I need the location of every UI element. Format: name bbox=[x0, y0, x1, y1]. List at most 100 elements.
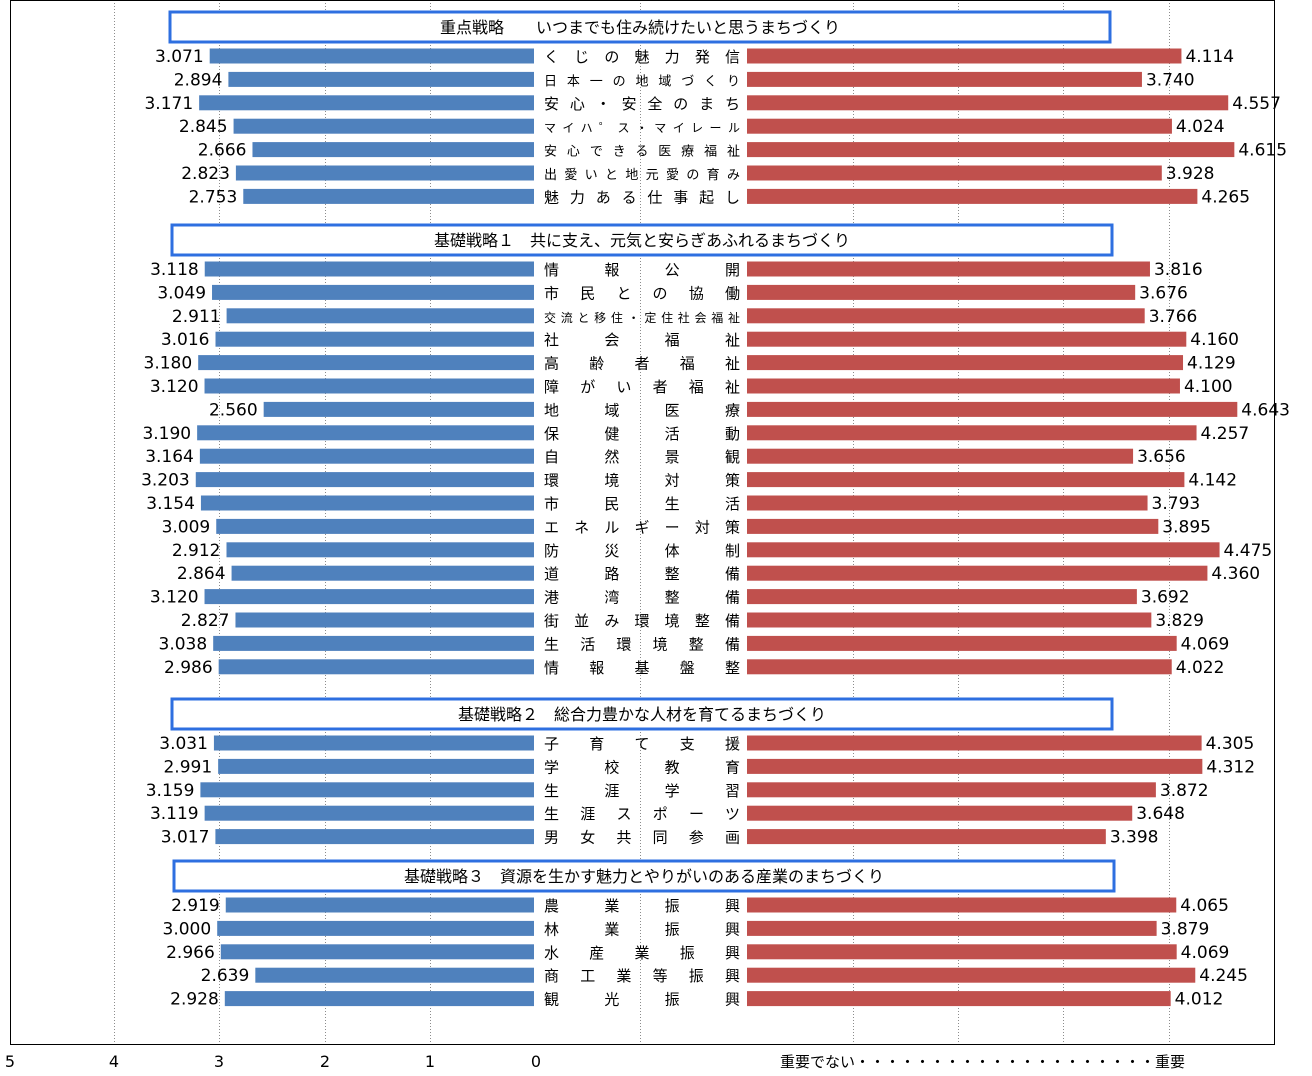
bar-left bbox=[233, 118, 534, 134]
bar-right bbox=[747, 378, 1180, 394]
data-label-left: 2.894 bbox=[174, 70, 223, 90]
bar-left bbox=[231, 565, 535, 581]
data-label-right: 4.160 bbox=[1190, 330, 1239, 350]
axis-tick-label: 1 bbox=[425, 1052, 435, 1071]
bar-left bbox=[218, 659, 534, 675]
category-label: くじの魅力発信 bbox=[544, 48, 740, 66]
category-label: 安心・安全のまち bbox=[544, 95, 740, 113]
data-label-right: 3.398 bbox=[1110, 828, 1159, 848]
bar-left bbox=[199, 448, 535, 464]
section-title: 重点戦略 いつまでも住み続けたいと思うまちづくり bbox=[440, 18, 840, 37]
axis-tick-label: 2 bbox=[320, 1052, 330, 1071]
bar-right bbox=[747, 805, 1133, 821]
bar-right bbox=[747, 284, 1136, 300]
category-label: 街並み環境整備 bbox=[544, 612, 740, 630]
bar-left bbox=[195, 472, 535, 488]
category-label: 学校教育 bbox=[544, 758, 740, 776]
bar-left bbox=[204, 378, 534, 394]
bar-right bbox=[747, 401, 1238, 417]
data-label-right: 4.022 bbox=[1176, 658, 1225, 678]
data-label-left: 3.171 bbox=[144, 94, 193, 114]
category-label: 市民との協働 bbox=[544, 284, 740, 302]
data-label-left: 3.031 bbox=[159, 734, 208, 754]
data-label-left: 3.120 bbox=[150, 377, 199, 397]
bar-right bbox=[747, 829, 1106, 845]
data-label-left: 3.118 bbox=[150, 260, 199, 280]
bar-right bbox=[747, 518, 1159, 534]
data-label-right: 4.024 bbox=[1176, 117, 1225, 137]
axis-ticks: 5 4 3 2 1 0 重要でない・・・・・・・・・・・・・・・・・・・・重要 bbox=[5, 1052, 1185, 1071]
data-label-right: 4.114 bbox=[1185, 47, 1234, 67]
category-label: 出愛いと地元愛の育み bbox=[544, 167, 740, 183]
axis-tick-label: 5 bbox=[5, 1052, 15, 1071]
data-label-left: 3.038 bbox=[159, 634, 208, 654]
category-label: 林業振興 bbox=[544, 920, 740, 938]
right-axis-note: 重要でない・・・・・・・・・・・・・・・・・・・・重要 bbox=[780, 1053, 1185, 1071]
section-header-box bbox=[168, 10, 1112, 44]
bar-right bbox=[747, 472, 1185, 488]
data-label-left: 2.639 bbox=[201, 966, 250, 986]
data-label-right: 4.475 bbox=[1224, 541, 1273, 561]
bar-right bbox=[747, 782, 1156, 798]
bar-left bbox=[200, 495, 534, 511]
axis-tick-label: 4 bbox=[109, 1052, 119, 1071]
data-label-right: 4.360 bbox=[1211, 564, 1260, 584]
data-label-left: 2.864 bbox=[177, 564, 226, 584]
section-title: 基礎戦略２ 総合力豊かな人材を育てるまちづくり bbox=[458, 705, 826, 724]
bar-right bbox=[747, 142, 1235, 158]
data-label-right: 3.740 bbox=[1146, 70, 1195, 90]
data-label-right: 4.142 bbox=[1188, 471, 1237, 491]
category-label: マイハ゜ス・マイレール bbox=[544, 121, 740, 135]
bar-left bbox=[209, 48, 534, 64]
category-label: 農業振興 bbox=[544, 897, 740, 915]
category-label: 水産業振興 bbox=[544, 944, 740, 962]
data-label-left: 3.009 bbox=[162, 517, 211, 537]
category-label: 環境対策 bbox=[544, 472, 740, 490]
data-label-left: 3.119 bbox=[150, 804, 199, 824]
data-label-left: 3.017 bbox=[161, 828, 210, 848]
bar-right bbox=[747, 308, 1145, 324]
section-title: 基礎戦略３ 資源を生かす魅力とやりがいのある産業のまちづくり bbox=[404, 867, 884, 886]
data-label-right: 4.129 bbox=[1187, 354, 1236, 374]
section-header-box bbox=[170, 223, 1114, 257]
data-label-right: 4.012 bbox=[1175, 990, 1224, 1010]
category-label: 安心できる医療福祉 bbox=[544, 145, 740, 160]
data-label-right: 3.656 bbox=[1137, 447, 1186, 467]
plot-border bbox=[10, 0, 1275, 1045]
bar-left bbox=[213, 735, 535, 751]
data-label-left: 3.180 bbox=[144, 354, 193, 374]
data-label-left: 2.823 bbox=[181, 164, 230, 184]
bar-right bbox=[747, 920, 1157, 936]
data-label-right: 3.793 bbox=[1152, 494, 1201, 514]
bar-right bbox=[747, 635, 1177, 651]
bar-right bbox=[747, 542, 1220, 558]
data-label-left: 2.991 bbox=[163, 757, 212, 777]
data-label-right: 3.648 bbox=[1136, 804, 1185, 824]
bar-right bbox=[747, 967, 1196, 983]
bar-left bbox=[224, 991, 534, 1007]
data-label-left: 3.203 bbox=[141, 471, 190, 491]
data-label-left: 2.966 bbox=[166, 943, 215, 963]
category-label: エネルギー対策 bbox=[544, 518, 740, 536]
bar-left bbox=[215, 829, 535, 845]
data-label-right: 4.265 bbox=[1201, 187, 1250, 207]
category-label: 日本一の地域づくり bbox=[544, 74, 740, 89]
bar-left bbox=[228, 71, 534, 87]
data-label-right: 3.829 bbox=[1155, 611, 1204, 631]
data-label-left: 2.928 bbox=[170, 990, 219, 1010]
data-label-left: 2.845 bbox=[179, 117, 228, 137]
data-label-right: 4.615 bbox=[1238, 141, 1287, 161]
category-label: 観光振興 bbox=[544, 991, 740, 1009]
bar-right bbox=[747, 495, 1148, 511]
data-label-right: 4.305 bbox=[1206, 734, 1255, 754]
bar-right bbox=[747, 565, 1208, 581]
data-label-left: 3.049 bbox=[157, 283, 206, 303]
data-label-right: 4.312 bbox=[1206, 757, 1255, 777]
category-label: 交流と移住・定住社会福祉 bbox=[544, 310, 740, 325]
bar-right bbox=[747, 95, 1229, 111]
bar-left bbox=[204, 589, 534, 605]
data-label-right: 4.065 bbox=[1180, 896, 1229, 916]
bar-left bbox=[218, 758, 535, 774]
category-label: 生活環境整備 bbox=[544, 635, 740, 653]
data-label-right: 3.692 bbox=[1141, 588, 1190, 608]
